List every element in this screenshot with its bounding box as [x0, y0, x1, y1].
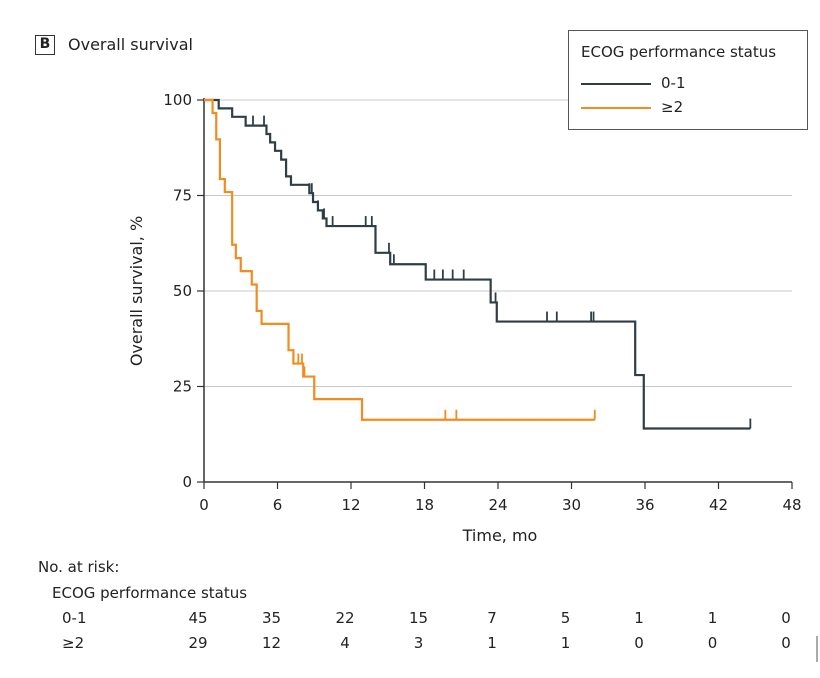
risk-cell: 35 [261, 609, 282, 627]
x-tick-label-18: 18 [415, 496, 434, 514]
legend-swatch-0-1 [581, 83, 651, 85]
y-tick-label-0: 0 [182, 473, 192, 491]
risk-cell: 4 [340, 634, 350, 652]
risk-cell: 1 [560, 634, 571, 652]
risk-cell: 15 [408, 609, 429, 627]
risk-cell: 0 [781, 609, 791, 627]
x-tick-label-12: 12 [341, 496, 360, 514]
series-lines [204, 98, 752, 430]
x-axis-label: Time, mo [462, 526, 538, 545]
x-tick-label-48: 48 [782, 496, 801, 514]
risk-cell: 1 [707, 609, 718, 627]
risk-cell: 0 [634, 634, 644, 652]
legend-swatch-ge2 [581, 107, 651, 109]
y-axis-label: Overall survival, % [127, 216, 146, 366]
y-tick-label-75: 75 [173, 187, 192, 205]
risk-cell: 12 [261, 634, 282, 652]
risk-table-title: No. at risk: [38, 558, 120, 576]
x-tick-label-6: 6 [273, 496, 283, 514]
legend-label-0-1: 0-1 [661, 74, 686, 92]
y-tick-label-100: 100 [163, 91, 192, 109]
x-tick-label-24: 24 [488, 496, 507, 514]
panel-title: Overall survival [68, 35, 193, 54]
legend-entry-0-1: 0-1 [581, 73, 801, 95]
risk-cell: 29 [188, 634, 208, 652]
x-tick-label-36: 36 [635, 496, 654, 514]
axes [197, 98, 793, 489]
x-tick-label-42: 42 [709, 496, 728, 514]
scrollbar-fragment[interactable] [816, 636, 818, 662]
x-tick-label-30: 30 [562, 496, 581, 514]
legend: ECOG performance status 0-1 ≥2 [568, 30, 808, 130]
risk-cell: 7 [487, 609, 497, 627]
risk-cell: 22 [335, 609, 355, 627]
risk-cell: 5 [560, 609, 571, 627]
risk-cell: 0 [781, 634, 791, 652]
series-line-0-1 [204, 98, 751, 430]
series-line-ge2 [204, 98, 595, 421]
risk-cell: 3 [413, 634, 424, 652]
risk-cell: 1 [634, 609, 644, 627]
risk-row-label-ge2: ≥2 [62, 634, 85, 652]
y-tick-label-50: 50 [173, 282, 192, 300]
y-tick-label-25: 25 [173, 378, 192, 396]
risk-row-label-0-1: 0-1 [62, 609, 87, 627]
risk-cell: 0 [707, 634, 718, 652]
grid-lines [204, 99, 792, 387]
x-tick-label-0: 0 [199, 496, 209, 514]
legend-title: ECOG performance status [581, 43, 777, 61]
legend-entry-ge2: ≥2 [581, 97, 801, 119]
panel-letter: B [35, 35, 55, 55]
tick-labels: 0 6 12 18 24 30 36 42 48 0 25 50 75 100 [163, 91, 801, 514]
risk-cell: 45 [188, 609, 208, 627]
legend-label-ge2: ≥2 [661, 98, 684, 116]
risk-table-subtitle: ECOG performance status [52, 584, 248, 602]
risk-cell: 1 [487, 634, 497, 652]
